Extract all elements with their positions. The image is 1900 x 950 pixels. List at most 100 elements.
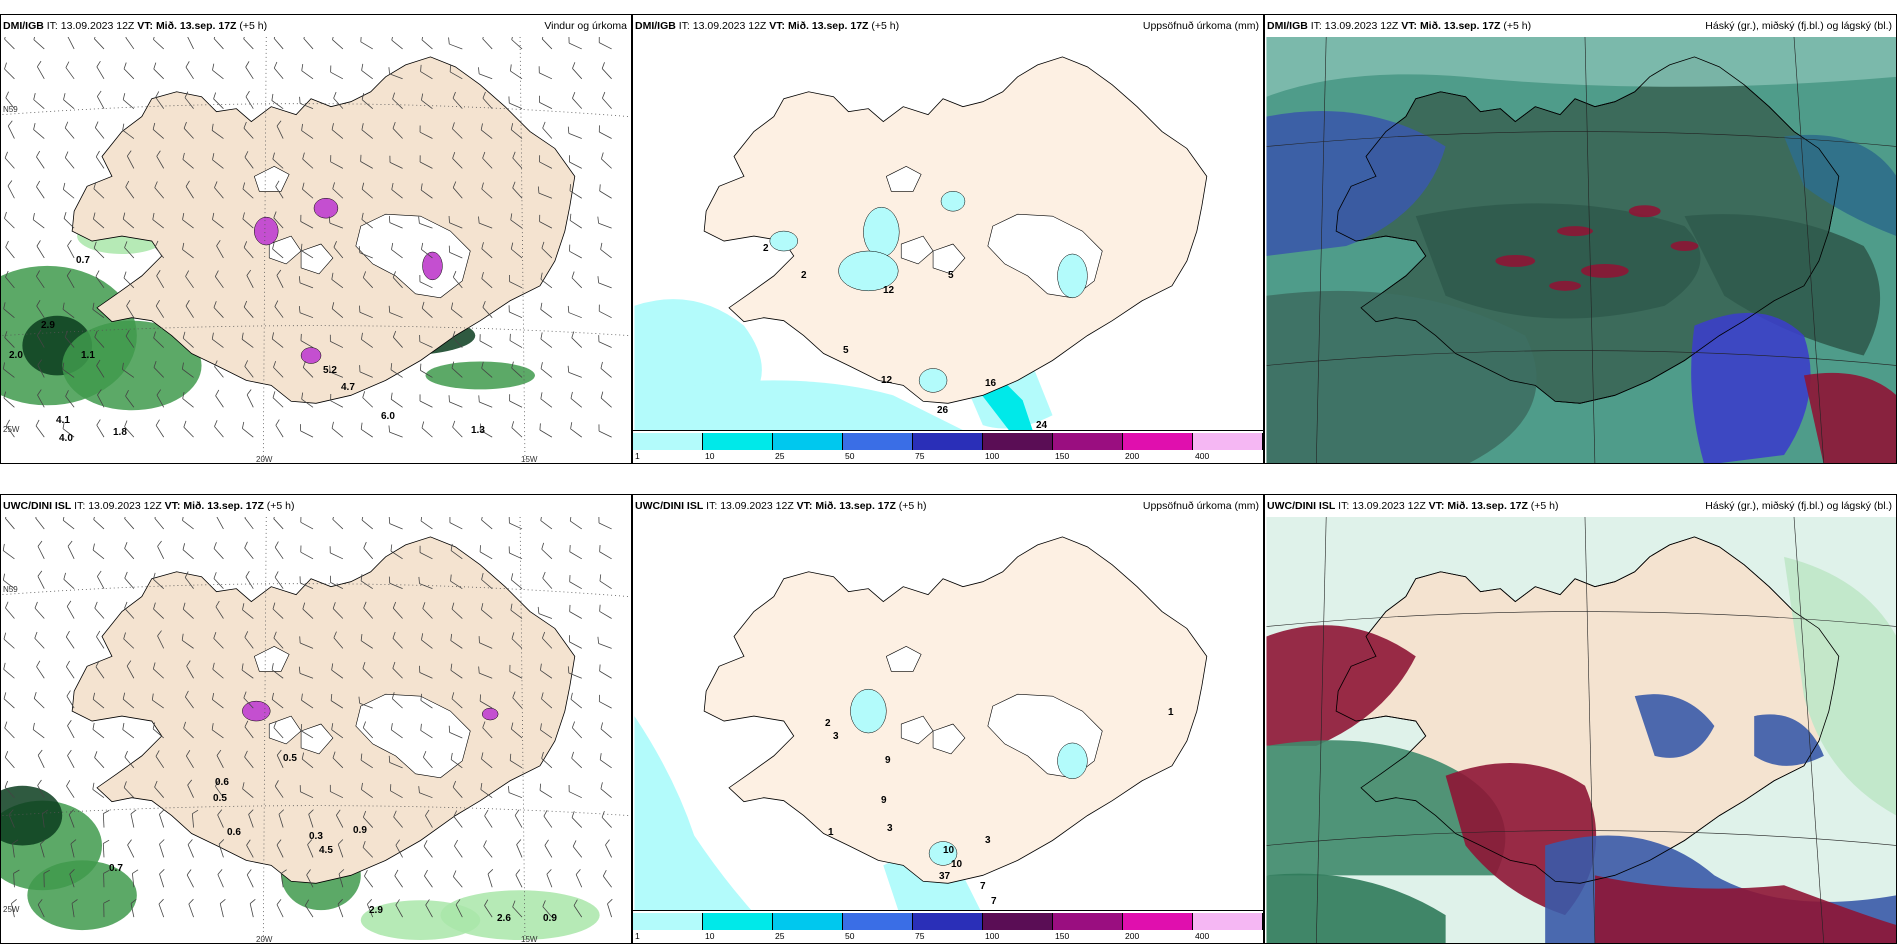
precip-value: 0.5 [283,753,297,764]
colorbar-segment [843,913,913,930]
panel-header: UWC/DINI ISL IT: 13.09.2023 12Z VT: Mið.… [633,495,1263,517]
precip-value: 2.9 [41,320,55,331]
panel-title: Háský (gr.), miðský (fj.bl.) og lágský (… [1705,20,1892,32]
precip-value: 4.0 [59,433,73,444]
precip-value: 6.0 [381,411,395,422]
colorbar-segment [633,433,703,450]
colorbar-segment [913,913,983,930]
map-panel-dmi-accum: DMI/IGB IT: 13.09.2023 12Z VT: Mið. 13.s… [632,14,1264,464]
valid-time: Mið. 13.sep. 17Z [815,500,896,512]
it-label: IT: [1338,500,1350,512]
lead-time: (+5 h) [1530,500,1559,512]
panel-header: DMI/IGB IT: 13.09.2023 12Z VT: Mið. 13.s… [1265,15,1896,37]
precip-value: 16 [985,378,997,389]
lon-label: 20W [256,935,273,944]
precip-value: 2 [801,270,807,281]
precip-value: 12 [883,285,895,296]
vt-label: VT: [1401,20,1418,32]
panel-source: DMI/IGB [1267,20,1308,32]
vt-label: VT: [769,20,786,32]
lat-label: N59 [3,585,18,594]
colorbar-segment [983,913,1053,930]
precip-value: 2.0 [9,350,23,361]
colorbar-tick: 150 [1055,931,1070,941]
colorbar-segment [843,433,913,450]
precip-value: 12 [881,375,893,386]
vt-label: VT: [1428,500,1445,512]
panel-source: UWC/DINI ISL [1267,500,1336,512]
colorbar: 1 10 25 50 75 100 150 200 400 [633,430,1263,463]
colorbar-tick: 75 [915,931,925,941]
colorbar-tick: 200 [1125,931,1140,941]
colorbar-segment [773,913,843,930]
panel-source: UWC/DINI ISL [3,500,72,512]
panel-header: DMI/IGB IT: 13.09.2023 12Z VT: Mið. 13.s… [1,15,631,37]
colorbar-tick: 1 [635,451,640,461]
panel-header: DMI/IGB IT: 13.09.2023 12Z VT: Mið. 13.s… [633,15,1263,37]
lon-label: 15W [521,935,538,944]
panel-source: DMI/IGB [3,20,44,32]
panel-source: DMI/IGB [635,20,676,32]
precip-value: 1 [1168,707,1174,718]
map-panel-uwc-wind: UWC/DINI ISL IT: 13.09.2023 12Z VT: Mið.… [0,494,632,944]
map-panel-uwc-cloud: UWC/DINI ISL IT: 13.09.2023 12Z VT: Mið.… [1264,494,1897,944]
precip-value: 0.9 [353,825,367,836]
map-panel-dmi-wind: DMI/IGB IT: 13.09.2023 12Z VT: Mið. 13.s… [0,14,632,464]
panel-title: Uppsöfnuð úrkoma (mm) [1142,20,1259,32]
lon-label: 25W [3,425,20,434]
lead-time: (+5 h) [871,20,900,32]
colorbar-segment [773,433,843,450]
precip-value: 2 [763,243,769,254]
colorbar-segment [1053,913,1123,930]
accum-map [634,56,1208,463]
valid-time: Mið. 13.sep. 17Z [1447,500,1528,512]
precip-value: 0.7 [109,863,123,874]
colorbar-tick: 400 [1195,451,1210,461]
precip-value: 1 [828,827,834,838]
colorbar-segment [1123,913,1193,930]
it-label: IT: [74,500,86,512]
cloud-map [1266,37,1896,463]
colorbar-tick: 150 [1055,451,1070,461]
it-label: IT: [46,20,58,32]
cloud-map [1266,517,1896,943]
lat-label: N59 [3,105,18,114]
lead-time: (+5 h) [266,500,295,512]
colorbar-segment [1123,433,1193,450]
colorbar-segment [1193,913,1263,930]
panel-title: Vindur og úrkoma [544,20,627,32]
precip-value: 3 [887,823,893,834]
precip-value: 0.9 [543,913,557,924]
colorbar-segment [703,433,773,450]
precip-value: 7 [991,896,997,907]
init-time: 13.09.2023 12Z [88,500,162,512]
lead-time: (+5 h) [239,20,268,32]
precip-value: 9 [885,755,891,766]
precip-value: 5 [843,345,849,356]
init-time: 13.09.2023 12Z [720,500,794,512]
colorbar-segment [703,913,773,930]
precip-value: 1.1 [81,350,95,361]
precip-value: 2.9 [369,905,383,916]
precip-value: 37 [939,871,951,882]
precip-value: 0.5 [213,793,227,804]
colorbar-segment [913,433,983,450]
valid-time: Mið. 13.sep. 17Z [1419,20,1501,32]
it-label: IT: [706,500,718,512]
lon-label: 15W [521,455,538,464]
lead-time: (+5 h) [898,500,927,512]
colorbar-segment [633,913,703,930]
colorbar-tick: 50 [845,931,855,941]
valid-time: Mið. 13.sep. 17Z [787,20,869,32]
colorbar-tick: 25 [775,451,785,461]
panel-header: UWC/DINI ISL IT: 13.09.2023 12Z VT: Mið.… [1265,495,1896,517]
init-time: 13.09.2023 12Z [60,20,135,32]
vt-label: VT: [164,500,181,512]
precip-value: 4.5 [319,845,333,856]
map-panel-uwc-accum: UWC/DINI ISL IT: 13.09.2023 12Z VT: Mið.… [632,494,1264,944]
precip-value: 26 [937,405,949,416]
colorbar-tick: 25 [775,931,785,941]
lon-label: 25W [3,905,20,914]
precip-value: 3 [833,731,839,742]
precip-value: 7 [980,881,986,892]
